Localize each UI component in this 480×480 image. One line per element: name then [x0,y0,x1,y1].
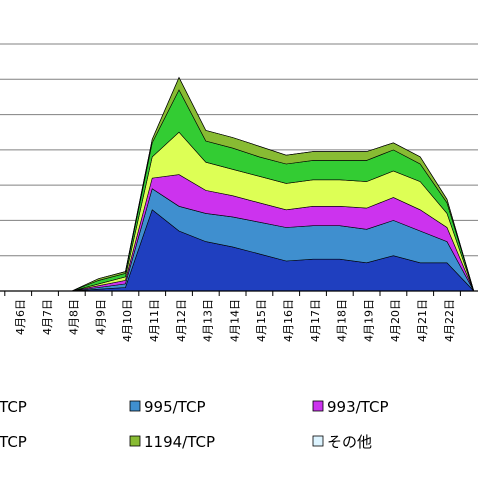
legend-label: その他 [327,433,372,451]
x-tick-label: 4月19日 [362,299,375,342]
legend-label: 1194/TCP [144,433,215,451]
legend-label: 995/TCP [144,398,206,416]
legend-swatch [129,400,141,412]
legend-swatch [312,400,324,412]
x-tick-label: 4月7日 [41,299,54,335]
area-series-group [0,76,475,292]
x-tick-labels: 4月6日 4月7日 4月8日 4月9日 4月10日 4月11日 4月12日 4月13日 4月14… [14,299,456,342]
x-tick-label: 4月6日 [14,299,27,335]
x-tick-label: 4月22日 [443,299,456,342]
x-tick-label: 4月16日 [282,299,295,342]
x-tick-label: 4月14日 [228,299,241,342]
x-tick-label: 4月20日 [389,299,402,342]
x-tick-label: 4月10日 [121,299,134,342]
legend: /TCP 995/TCP 993/TCP/TCP 1194/TCP その他 [0,398,389,451]
x-tick-label: 4月8日 [68,299,81,335]
legend-label: 993/TCP [327,398,389,416]
legend-label: /TCP [0,398,27,416]
x-tick-label: 4月15日 [255,299,268,342]
legend-swatch [312,435,324,447]
x-tick-label: 4月11日 [148,299,161,342]
legend-swatch [129,435,141,447]
legend-label: /TCP [0,433,27,451]
x-tick-label: 4月9日 [94,299,107,335]
x-tick-label: 4月18日 [336,299,349,342]
x-tick-label: 4月21日 [416,299,429,342]
x-tick-label: 4月13日 [202,299,215,342]
axes [0,290,478,296]
x-tick-label: 4月12日 [175,299,188,342]
x-tick-label: 4月17日 [309,299,322,342]
